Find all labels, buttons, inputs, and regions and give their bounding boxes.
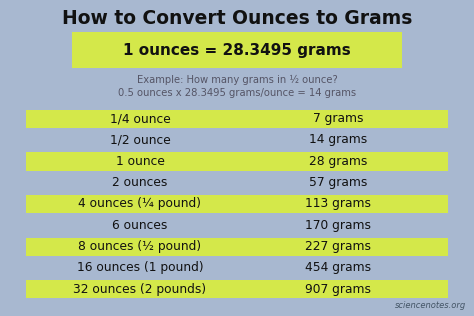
Text: 907 grams: 907 grams: [305, 283, 371, 296]
Text: 6 ounces: 6 ounces: [112, 219, 168, 232]
Text: Example: How many grams in ½ ounce?: Example: How many grams in ½ ounce?: [137, 75, 337, 85]
Text: 0.5 ounces x 28.3495 grams/ounce = 14 grams: 0.5 ounces x 28.3495 grams/ounce = 14 gr…: [118, 88, 356, 98]
Text: 28 grams: 28 grams: [309, 155, 367, 168]
Text: 14 grams: 14 grams: [309, 133, 367, 147]
Text: sciencenotes.org: sciencenotes.org: [395, 301, 466, 310]
Text: 113 grams: 113 grams: [305, 198, 371, 210]
Text: 1/4 ounce: 1/4 ounce: [109, 112, 170, 125]
Text: 454 grams: 454 grams: [305, 262, 371, 275]
Text: 57 grams: 57 grams: [309, 176, 367, 189]
Bar: [26, 152, 448, 171]
Text: 227 grams: 227 grams: [305, 240, 371, 253]
Text: 1 ounce: 1 ounce: [116, 155, 164, 168]
Bar: [72, 32, 402, 68]
Bar: [26, 110, 448, 128]
Bar: [26, 280, 448, 299]
Text: 170 grams: 170 grams: [305, 219, 371, 232]
Text: 16 ounces (1 pound): 16 ounces (1 pound): [77, 262, 203, 275]
Text: 1/2 ounce: 1/2 ounce: [109, 133, 170, 147]
Text: 7 grams: 7 grams: [313, 112, 364, 125]
Text: 8 ounces (½ pound): 8 ounces (½ pound): [78, 240, 201, 253]
Text: 32 ounces (2 pounds): 32 ounces (2 pounds): [73, 283, 207, 296]
Text: How to Convert Ounces to Grams: How to Convert Ounces to Grams: [62, 9, 412, 27]
Text: 1 ounces = 28.3495 grams: 1 ounces = 28.3495 grams: [123, 42, 351, 58]
Bar: [26, 238, 448, 256]
Bar: [26, 195, 448, 213]
Text: 2 ounces: 2 ounces: [112, 176, 168, 189]
Text: 4 ounces (¼ pound): 4 ounces (¼ pound): [78, 198, 201, 210]
